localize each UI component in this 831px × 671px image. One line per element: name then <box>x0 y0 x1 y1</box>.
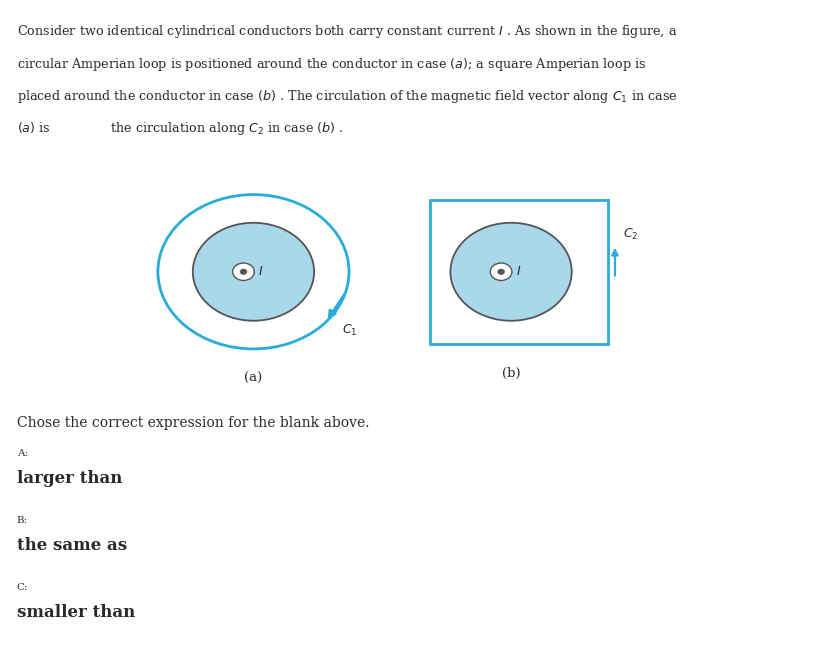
Text: circular Amperian loop is positioned around the conductor in case $(a)$; a squar: circular Amperian loop is positioned aro… <box>17 56 646 72</box>
Text: $C_1$: $C_1$ <box>342 323 357 338</box>
Text: C:: C: <box>17 583 28 592</box>
Text: the same as: the same as <box>17 537 127 554</box>
Circle shape <box>490 263 512 280</box>
Text: $I$: $I$ <box>258 265 263 278</box>
Circle shape <box>498 269 504 274</box>
Text: Chose the correct expression for the blank above.: Chose the correct expression for the bla… <box>17 416 369 430</box>
Text: B:: B: <box>17 516 27 525</box>
Text: placed around the conductor in case $(b)$ . The circulation of the magnetic fiel: placed around the conductor in case $(b)… <box>17 88 677 105</box>
Text: $C_2$: $C_2$ <box>623 226 638 242</box>
Text: A:: A: <box>17 449 27 458</box>
Text: $I$: $I$ <box>516 265 521 278</box>
Circle shape <box>233 263 254 280</box>
Circle shape <box>450 223 572 321</box>
Bar <box>430 200 608 344</box>
Circle shape <box>240 269 247 274</box>
Text: (b): (b) <box>502 367 520 380</box>
Text: (a): (a) <box>244 372 263 385</box>
Text: larger than: larger than <box>17 470 122 486</box>
Text: smaller than: smaller than <box>17 604 135 621</box>
Circle shape <box>193 223 314 321</box>
Text: Consider two identical cylindrical conductors both carry constant current $I$ . : Consider two identical cylindrical condu… <box>17 23 677 40</box>
Text: $(a)$ is               the circulation along $C_2$ in case $(b)$ .: $(a)$ is the circulation along $C_2$ in … <box>17 120 343 137</box>
